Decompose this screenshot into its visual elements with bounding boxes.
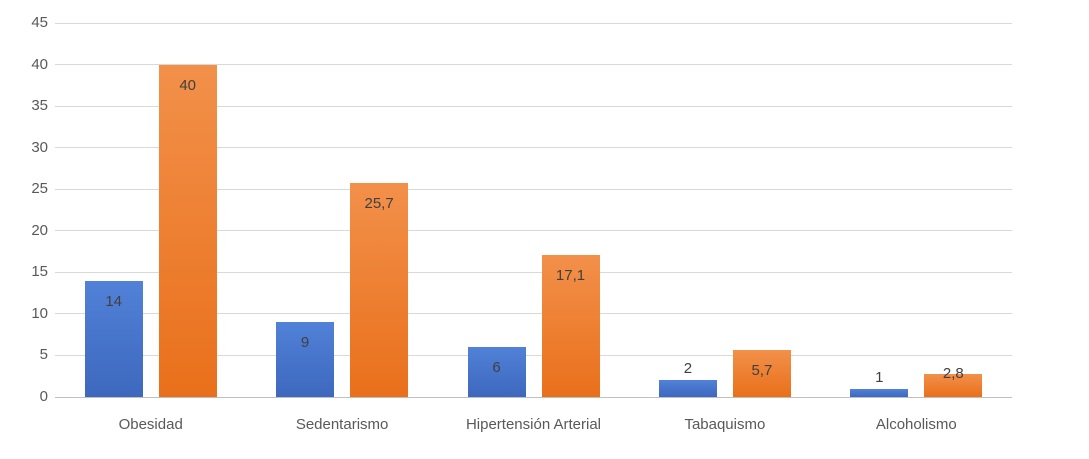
bar-series2-alcoholismo (924, 373, 983, 397)
y-axis-tick-label: 15 (31, 263, 48, 281)
x-axis-category-label: Alcoholismo (875, 416, 957, 433)
bar-data-label: 17,1 (555, 266, 586, 284)
gridline (55, 147, 1012, 149)
bar-data-label: 6 (492, 359, 501, 377)
y-axis-tick-label: 25 (31, 180, 48, 198)
bar-data-label: 40 (179, 76, 197, 94)
bar-data-label: 25,7 (364, 195, 394, 213)
x-axis-category-label: Sedentarismo (295, 416, 389, 433)
bar-series2-hipertensión-arterial (541, 254, 600, 397)
bar-series1-tabaquismo (658, 380, 717, 397)
gridline (55, 230, 1012, 232)
x-axis-category-label: Hipertensión Arterial (465, 416, 602, 433)
bar-data-label: 14 (105, 292, 123, 310)
y-axis-tick-label: 40 (31, 55, 48, 73)
bar-series1-obesidad (84, 280, 143, 397)
bar-data-label: 2,8 (942, 364, 964, 382)
bar-data-label: 9 (300, 334, 310, 352)
y-axis-tick-label: 5 (39, 346, 48, 364)
bar-series2-sedentarismo (350, 183, 409, 397)
gridline (55, 64, 1012, 66)
bar-data-label: 5,7 (751, 361, 773, 379)
x-axis-category-label: Tabaquismo (684, 416, 766, 433)
bar-series2-obesidad (158, 64, 217, 397)
y-axis-tick-label: 30 (31, 138, 48, 156)
gridline (55, 354, 1012, 356)
bar-series1-sedentarismo (276, 322, 335, 397)
y-axis-tick-label: 20 (31, 221, 48, 239)
gridline (55, 188, 1012, 190)
bar-series1-alcoholismo (850, 388, 909, 397)
gridline (55, 271, 1012, 273)
bar-data-label: 1 (875, 368, 884, 386)
bar-data-label: 2 (683, 360, 693, 378)
gridline (55, 313, 1012, 315)
y-axis-tick-label: 0 (39, 388, 48, 405)
bar-series1-hipertensión-arterial (467, 347, 526, 397)
y-axis-tick-label: 35 (31, 97, 48, 115)
bar-series2-tabaquismo (732, 349, 791, 397)
gridline (55, 105, 1012, 107)
y-axis-tick-label: 45 (31, 14, 48, 31)
y-axis-tick-label: 10 (31, 304, 48, 322)
gridline (55, 22, 1012, 24)
x-axis-category-label: Obesidad (118, 416, 183, 433)
x-axis-line (55, 397, 1012, 398)
